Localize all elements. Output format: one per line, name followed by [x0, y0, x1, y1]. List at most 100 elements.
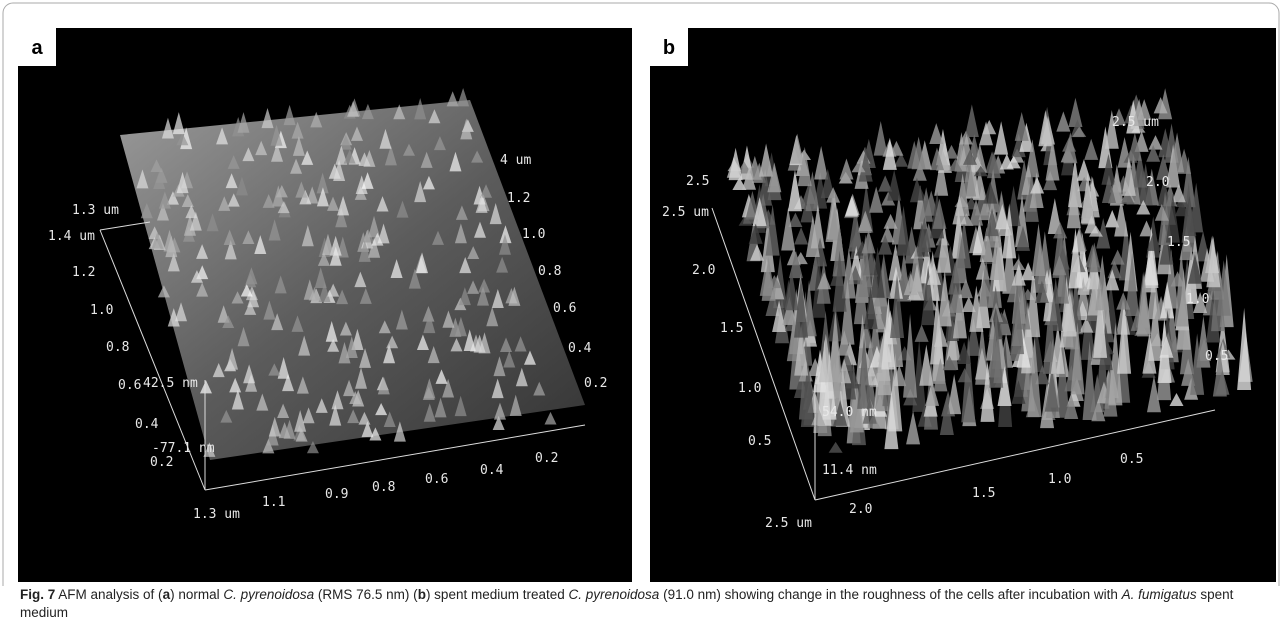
texture [1079, 316, 1094, 333]
texture [948, 260, 963, 295]
texture [316, 172, 329, 194]
texture [335, 207, 348, 228]
texture [491, 288, 504, 309]
texture [244, 274, 257, 288]
axis-label: 0.8 [106, 340, 129, 355]
texture [888, 266, 903, 299]
texture [362, 229, 375, 243]
texture [857, 334, 872, 409]
axis-label: 1.0 [738, 381, 761, 396]
texture [477, 286, 490, 306]
texture [890, 273, 905, 338]
texture [1072, 126, 1087, 137]
texture [1024, 170, 1039, 222]
texture [335, 145, 348, 165]
texture [1159, 229, 1174, 265]
axis-label: 0.6 [553, 301, 576, 316]
texture [958, 278, 973, 299]
caption-text: ) normal [170, 587, 224, 602]
texture [1060, 293, 1075, 332]
texture [263, 300, 276, 320]
texture [1125, 252, 1140, 317]
texture [449, 151, 462, 172]
texture [1101, 174, 1116, 203]
texture [878, 234, 893, 255]
texture [256, 393, 269, 411]
texture [858, 210, 873, 232]
texture [759, 143, 774, 177]
texture [805, 171, 820, 212]
texture [883, 213, 898, 229]
texture [952, 195, 967, 225]
caption-text: AFM analysis of ( [55, 587, 163, 602]
caption-text: (91.0 nm) showing change in the roughnes… [659, 587, 1122, 602]
texture [361, 421, 374, 438]
texture [844, 195, 859, 217]
caption-text: C. pyrenoidosa [223, 587, 315, 602]
texture [1197, 338, 1212, 361]
texture [358, 239, 371, 262]
caption-text: Fig. 7 [20, 587, 56, 602]
texture [800, 358, 815, 428]
texture [243, 364, 256, 384]
texture [966, 318, 981, 356]
texture [292, 136, 305, 156]
texture [255, 140, 268, 156]
texture [974, 347, 989, 380]
texture [268, 363, 281, 376]
axis-label: 0.6 [425, 472, 448, 487]
texture [336, 289, 349, 305]
texture [752, 197, 767, 227]
texture [794, 276, 809, 338]
texture [1105, 269, 1120, 291]
texture [1142, 333, 1157, 374]
texture [1015, 194, 1030, 248]
texture [790, 133, 805, 164]
texture [980, 360, 995, 422]
texture [818, 333, 833, 383]
texture [1136, 200, 1151, 215]
texture [747, 155, 762, 180]
texture [828, 310, 843, 382]
texture [237, 326, 250, 347]
texture [379, 128, 392, 149]
texture [817, 272, 832, 290]
texture [794, 323, 809, 376]
texture [317, 252, 330, 266]
texture [136, 169, 149, 189]
texture [515, 367, 528, 387]
texture [454, 316, 467, 337]
texture [1211, 252, 1226, 332]
texture [732, 177, 747, 191]
texture [863, 287, 878, 330]
caption-text: ) spent medium treated [425, 587, 569, 602]
texture [1084, 138, 1099, 160]
texture [894, 152, 909, 167]
texture [878, 175, 893, 192]
texture [455, 205, 468, 220]
texture [278, 422, 291, 439]
texture [189, 211, 202, 231]
texture [190, 270, 203, 283]
texture [1171, 183, 1186, 203]
texture [345, 336, 358, 359]
texture [176, 171, 189, 194]
texture [1050, 323, 1065, 374]
texture [377, 376, 390, 395]
texture [828, 441, 843, 453]
figure-border [2, 2, 1280, 586]
texture [294, 410, 307, 432]
texture [339, 321, 352, 336]
texture [329, 246, 342, 266]
texture [1063, 132, 1078, 164]
texture [1174, 200, 1189, 217]
texture [316, 187, 329, 207]
texture [765, 204, 780, 256]
texture [1108, 322, 1123, 406]
axis-label: 1.2 [507, 191, 530, 206]
texture [1181, 156, 1196, 208]
texture [420, 151, 433, 168]
texture [212, 363, 225, 378]
texture [1190, 333, 1205, 395]
panel-label: b [663, 37, 675, 59]
